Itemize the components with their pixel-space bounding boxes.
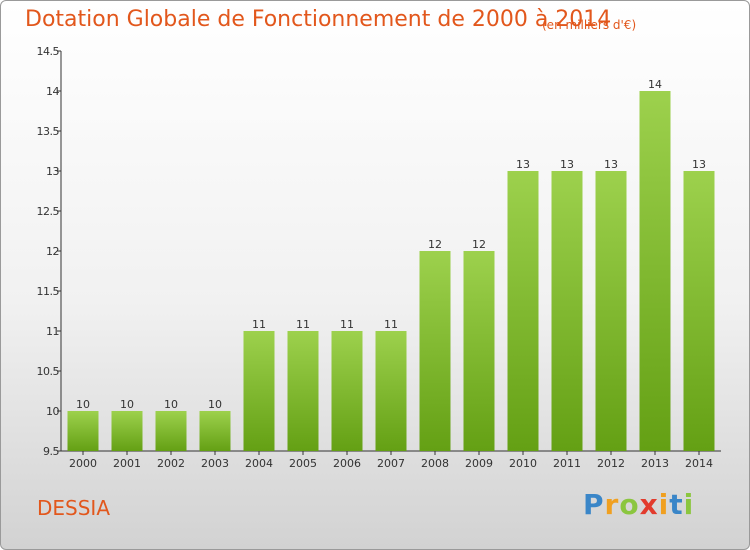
bar-value-label: 13 — [516, 158, 530, 171]
x-tick-label: 2006 — [333, 457, 361, 470]
bar — [507, 171, 539, 451]
chart-title: Dotation Globale de Fonctionnement de 20… — [25, 7, 612, 32]
logo-letter: t — [669, 488, 684, 521]
bar-value-label: 10 — [76, 398, 90, 411]
bar-value-label: 13 — [560, 158, 574, 171]
bar — [595, 171, 627, 451]
y-tick-label: 10.5 — [37, 365, 60, 378]
bar-value-label: 12 — [472, 238, 486, 251]
x-tick-label: 2004 — [245, 457, 273, 470]
bar-value-label: 10 — [208, 398, 222, 411]
x-tick-label: 2005 — [289, 457, 317, 470]
y-tick-label: 14 — [46, 85, 59, 98]
logo-letter: i — [658, 488, 670, 521]
logo-letter: x — [639, 488, 659, 521]
bar-value-label: 11 — [252, 318, 266, 331]
y-tick-label: 14.5 — [37, 45, 60, 58]
x-tick-label: 2014 — [685, 457, 713, 470]
x-tick-label: 2012 — [597, 457, 625, 470]
bar-value-label: 14 — [648, 78, 662, 91]
bar — [331, 331, 363, 451]
bars: 10 10 10 10 11 11 11 11 12 12 13 13 13 14 13 — [67, 78, 715, 451]
proxiti-logo: Proxiti — [583, 488, 694, 521]
y-axis: 9.5 10 10.5 11 11.5 12 12.5 13 13.5 14 14.5 — [37, 45, 62, 458]
bar — [199, 411, 231, 451]
bar — [375, 331, 407, 451]
bar — [463, 251, 495, 451]
bar-value-label: 10 — [120, 398, 134, 411]
bar-value-label: 11 — [384, 318, 398, 331]
y-tick-label: 9.5 — [43, 445, 59, 458]
x-tick-label: 2013 — [641, 457, 669, 470]
bar-value-label: 10 — [164, 398, 178, 411]
y-tick-label: 13.5 — [37, 125, 60, 138]
logo-letter: P — [583, 488, 605, 521]
bar — [683, 171, 715, 451]
x-tick-label: 2001 — [113, 457, 141, 470]
logo-letter: r — [604, 488, 620, 521]
commune-name: DESSIA — [37, 496, 111, 520]
logo-letter: o — [619, 488, 640, 521]
x-tick-label: 2010 — [509, 457, 537, 470]
bar — [155, 411, 187, 451]
x-tick-label: 2002 — [157, 457, 185, 470]
bar — [419, 251, 451, 451]
y-tick-label: 10 — [46, 405, 59, 418]
x-tick-label: 2011 — [553, 457, 581, 470]
x-tick-label: 2008 — [421, 457, 449, 470]
x-axis: 2000 2001 2002 2003 2004 2005 2006 2007 2008 2009… — [61, 450, 721, 470]
bar — [243, 331, 275, 451]
x-tick-label: 2000 — [69, 457, 97, 470]
logo-letter: i — [683, 488, 695, 521]
y-tick-label: 11.5 — [37, 285, 60, 298]
bar-value-label: 11 — [296, 318, 310, 331]
x-tick-label: 2007 — [377, 457, 405, 470]
bar — [639, 91, 671, 451]
x-tick-label: 2003 — [201, 457, 229, 470]
chart-unit: (en milliers d'€) — [542, 18, 637, 32]
bar — [111, 411, 143, 451]
bar — [67, 411, 99, 451]
bar-value-label: 12 — [428, 238, 442, 251]
y-tick-label: 11 — [46, 325, 59, 338]
bar-value-label: 11 — [340, 318, 354, 331]
bar-value-label: 13 — [692, 158, 706, 171]
y-tick-label: 13 — [46, 165, 59, 178]
y-tick-label: 12.5 — [37, 205, 60, 218]
bar-value-label: 13 — [604, 158, 618, 171]
x-tick-label: 2009 — [465, 457, 493, 470]
bar — [287, 331, 319, 451]
y-tick-label: 12 — [46, 245, 59, 258]
bar — [551, 171, 583, 451]
